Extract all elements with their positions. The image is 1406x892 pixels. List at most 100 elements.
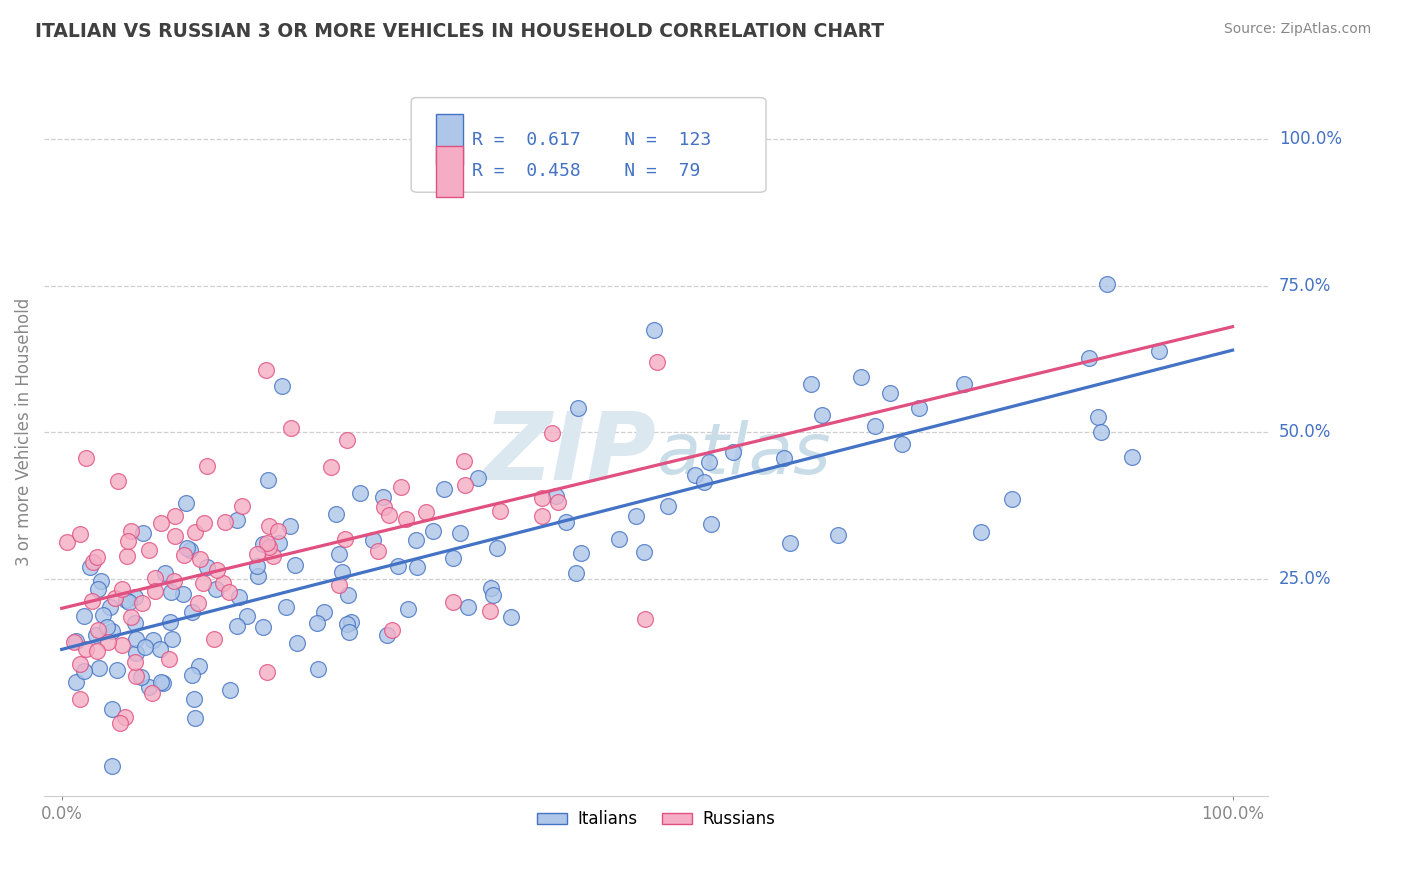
Point — [697, 455, 720, 469]
Point — [349, 486, 371, 500]
Point — [328, 578, 350, 592]
Point — [236, 608, 259, 623]
Point — [405, 559, 427, 574]
Point — [307, 662, 329, 676]
Point — [132, 525, 155, 540]
Point — [276, 600, 298, 615]
Point — [98, 600, 121, 615]
Point — [569, 546, 592, 560]
Point — [779, 535, 801, 549]
Point — [252, 537, 274, 551]
Point — [188, 551, 211, 566]
Point — [969, 525, 991, 540]
Point — [143, 584, 166, 599]
Point — [163, 574, 186, 588]
Point — [257, 473, 280, 487]
Point — [634, 612, 657, 626]
Point — [321, 459, 343, 474]
Point — [647, 355, 669, 369]
Point — [226, 618, 249, 632]
Point — [773, 450, 796, 465]
Point — [721, 445, 744, 459]
Point — [328, 548, 350, 562]
Point — [530, 491, 553, 505]
Point — [105, 663, 128, 677]
Point — [800, 377, 823, 392]
Point — [373, 500, 395, 515]
Point — [1087, 409, 1109, 424]
Point — [180, 668, 202, 682]
Point — [138, 542, 160, 557]
Point — [395, 512, 418, 526]
Point — [377, 508, 399, 522]
Point — [254, 362, 277, 376]
Point — [1001, 492, 1024, 507]
Point — [82, 555, 104, 569]
Point — [478, 604, 501, 618]
Text: atlas: atlas — [655, 419, 831, 489]
Point — [482, 588, 505, 602]
Point — [69, 657, 91, 672]
Point — [226, 513, 249, 527]
Point — [257, 540, 280, 554]
Point — [73, 608, 96, 623]
Point — [1095, 277, 1118, 291]
Point — [56, 535, 79, 549]
Point — [108, 715, 131, 730]
Point — [152, 676, 174, 690]
Text: 25.0%: 25.0% — [1279, 570, 1331, 588]
Point — [325, 507, 347, 521]
Point — [159, 585, 181, 599]
Point — [114, 710, 136, 724]
Point — [266, 524, 288, 538]
Point — [118, 595, 141, 609]
Point — [361, 533, 384, 548]
Point — [97, 635, 120, 649]
Point — [643, 323, 665, 337]
Point — [1149, 343, 1171, 358]
Point — [499, 609, 522, 624]
Point — [104, 591, 127, 605]
Point — [173, 548, 195, 562]
Point — [278, 519, 301, 533]
Point — [195, 560, 218, 574]
Point — [65, 675, 87, 690]
Point — [111, 638, 134, 652]
Point — [134, 640, 156, 655]
Point — [381, 624, 404, 638]
Point — [246, 569, 269, 583]
Point — [890, 437, 912, 451]
Point — [453, 454, 475, 468]
Point — [683, 468, 706, 483]
Point — [129, 670, 152, 684]
Point — [117, 533, 139, 548]
Point — [141, 685, 163, 699]
Point — [65, 633, 87, 648]
Point — [63, 635, 86, 649]
Point — [131, 596, 153, 610]
Point — [87, 623, 110, 637]
Point — [256, 665, 278, 679]
Point — [453, 477, 475, 491]
Text: 50.0%: 50.0% — [1279, 424, 1331, 442]
Point — [205, 563, 228, 577]
Point — [879, 385, 901, 400]
Point — [107, 474, 129, 488]
Point — [149, 642, 172, 657]
Point — [693, 475, 716, 489]
Point — [86, 644, 108, 658]
Point — [69, 527, 91, 541]
Point — [212, 575, 235, 590]
Point — [246, 547, 269, 561]
Point — [851, 370, 873, 384]
Point — [183, 692, 205, 706]
Point — [457, 599, 479, 614]
Point — [160, 632, 183, 647]
Point — [96, 620, 118, 634]
Point — [367, 544, 389, 558]
Point — [481, 581, 503, 595]
Point — [150, 675, 173, 690]
Point — [73, 664, 96, 678]
Point — [488, 504, 510, 518]
Point — [827, 527, 849, 541]
